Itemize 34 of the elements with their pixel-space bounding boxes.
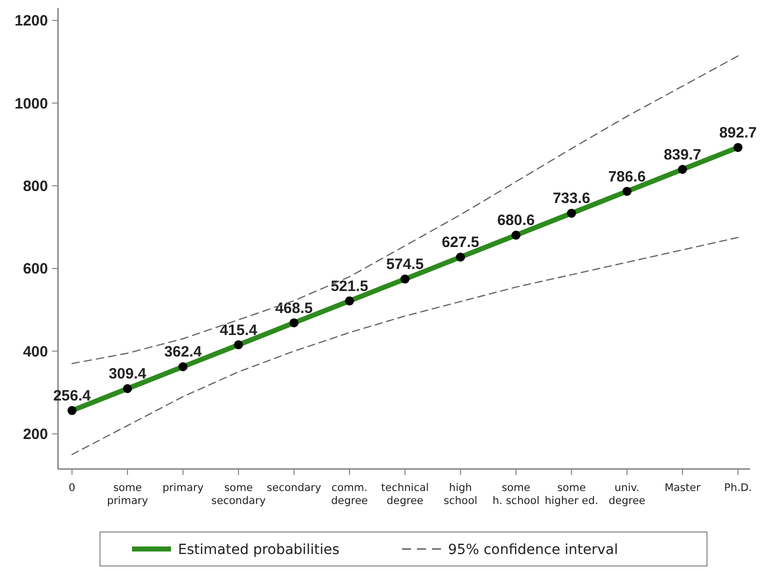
y-tick-label: 1200 xyxy=(14,12,48,30)
legend-label: Estimated probabilities xyxy=(178,542,340,558)
y-tick-label: 200 xyxy=(22,426,48,444)
x-tick-label: some primary xyxy=(106,482,148,507)
y-tick-label: 800 xyxy=(22,178,48,196)
x-tick-label: high school xyxy=(444,482,478,507)
y-tick-label: 400 xyxy=(22,343,48,360)
data-label: 839.7 xyxy=(664,146,702,164)
data-label: 680.6 xyxy=(497,212,535,230)
x-tick-label: some h. school xyxy=(492,482,540,507)
x-tick-label: 0 xyxy=(68,482,76,494)
x-tick-label: technical degree xyxy=(381,482,429,507)
x-tick-label: some higher ed. xyxy=(544,482,598,507)
data-label: 362.4 xyxy=(164,344,202,361)
x-tick-label: primary xyxy=(162,482,204,494)
y-tick-label: 1000 xyxy=(14,95,48,112)
data-label: 309.4 xyxy=(108,366,147,383)
x-tick-label: secondary xyxy=(266,482,322,494)
x-tick-label: comm. degree xyxy=(331,482,368,507)
data-label: 574.5 xyxy=(386,256,424,274)
y-tick-label: 600 xyxy=(22,260,48,278)
data-label: 521.5 xyxy=(330,278,368,295)
data-label: 627.5 xyxy=(442,234,480,252)
data-label: 256.4 xyxy=(53,388,92,405)
data-label: 468.5 xyxy=(275,300,313,317)
x-tick-label: Master xyxy=(664,482,702,494)
x-tick-label: some secondary xyxy=(211,482,266,507)
data-label: 733.6 xyxy=(552,190,590,208)
data-label: 892.7 xyxy=(719,124,757,142)
legend-label: 95% confidence interval xyxy=(448,542,618,558)
x-tick-label: Ph.D. xyxy=(724,482,752,494)
data-label: 415.4 xyxy=(220,322,258,339)
data-label: 786.6 xyxy=(608,168,646,186)
x-tick-label: univ. degree xyxy=(608,482,646,507)
